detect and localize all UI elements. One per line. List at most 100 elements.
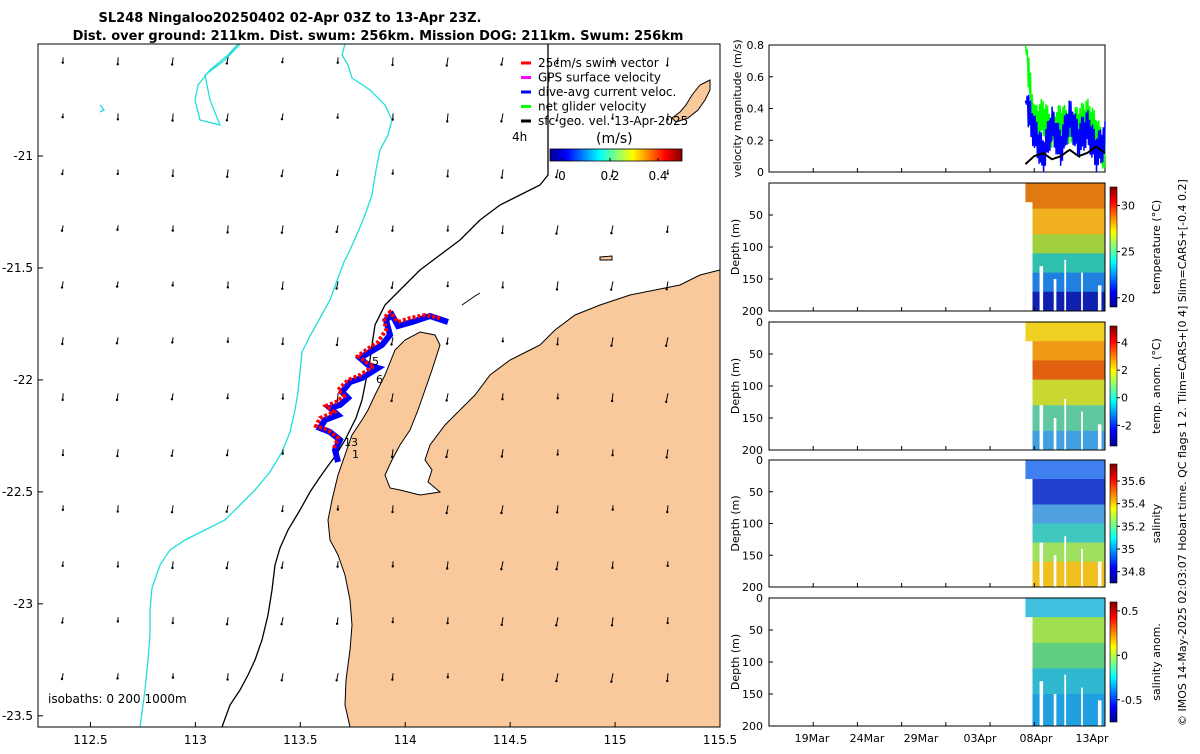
velocity-arrow-head — [282, 397, 284, 399]
velocity-arrow-head — [171, 341, 173, 343]
colorbar-tick-label: 0.2 — [600, 169, 619, 183]
heatmap-colorbar-label: 35.2 — [1121, 520, 1146, 533]
heatmap-band — [1025, 234, 1105, 241]
heatmap-y-tick-label: 100 — [742, 241, 763, 254]
velocity-arrow-head — [446, 120, 448, 122]
heatmap-gap — [1098, 424, 1102, 450]
velocity-arrow-head — [226, 454, 228, 456]
velocity-arrow-head — [501, 455, 503, 457]
heatmap-gap — [1081, 688, 1083, 726]
velocity-arrow-head — [171, 455, 173, 457]
heatmap-band — [1025, 367, 1105, 374]
heatmap-band — [1025, 485, 1105, 492]
heatmap-band — [1025, 662, 1105, 669]
heatmap-band — [1025, 241, 1105, 248]
velocity-arrow-head — [61, 230, 63, 232]
legend-label: sfc geo. vel. 13-Apr-2025 — [538, 114, 688, 128]
heatmap-gap — [1040, 543, 1044, 587]
interval-label: 4h — [512, 130, 527, 144]
map-y-ticks: -21-21.5-22-22.5-23-23.5 — [2, 149, 43, 723]
velocity-arrow — [667, 57, 668, 65]
velocity-arrow-head — [335, 287, 337, 289]
heatmap-y-tick-label: 0 — [756, 316, 763, 329]
velocity-axes-box — [769, 45, 1105, 172]
heatmap-band — [1025, 598, 1105, 605]
heatmap-band — [1025, 189, 1105, 196]
heatmap-band — [1025, 348, 1105, 355]
velocity-arrow-head — [610, 680, 612, 682]
velocity-arrow-head — [280, 623, 282, 625]
legend-label: dive-avg current veloc. — [538, 85, 676, 99]
velocity-arrow-head — [391, 64, 393, 66]
heatmap-band — [1025, 209, 1105, 216]
velocity-arrow — [502, 169, 503, 177]
velocity-arrow-head — [390, 400, 392, 402]
heatmap-y-tick-label: 100 — [742, 518, 763, 531]
heatmap-band — [1025, 649, 1105, 656]
map-x-tick-label: 114.5 — [493, 733, 527, 747]
heatmap-gap — [1064, 399, 1066, 450]
heatmap-gap — [1064, 675, 1066, 726]
heatmap-band — [1025, 335, 1105, 342]
heatmap-y-label: Depth (m) — [729, 634, 742, 690]
heatmap-colorbar-label: 20 — [1121, 292, 1135, 305]
velocity-arrow-head — [116, 285, 118, 287]
isobath-1000m-north — [100, 105, 104, 112]
velocity-arrow-head — [500, 512, 502, 514]
time-tick-label: 24Mar — [850, 732, 885, 745]
heatmap-band — [1025, 354, 1105, 361]
velocity-arrow-head — [391, 678, 393, 680]
heatmap-y-tick-label: 50 — [749, 348, 763, 361]
velocity-arrow-head — [227, 341, 229, 343]
heatmap-y-tick-label: 50 — [749, 486, 763, 499]
heatmap-gap — [1098, 562, 1102, 587]
heatmap-band — [1025, 460, 1105, 467]
velocity-arrow-head — [501, 176, 503, 178]
heatmap-colorbar-label: 0 — [1121, 392, 1128, 405]
velocity-arrow-head — [557, 397, 559, 399]
map-x-tick-label: 113.5 — [283, 733, 317, 747]
heatmap-y-tick-label: 150 — [742, 412, 763, 425]
velocity-arrow-head — [61, 621, 63, 623]
velocity-arrow-head — [666, 680, 668, 682]
heatmap-band — [1025, 636, 1105, 643]
velocity-arrow-head — [61, 116, 63, 118]
velocity-arrow-head — [226, 567, 228, 569]
velocity-arrow-head — [117, 63, 119, 65]
velocity-arrow-head — [555, 176, 557, 178]
velocity-arrow — [556, 225, 558, 233]
velocity-arrow-head — [171, 511, 173, 513]
heatmap-y-label: Depth (m) — [729, 495, 742, 551]
heatmap-y-tick-label: 150 — [742, 549, 763, 562]
velocity-arrow-head — [61, 343, 63, 345]
velocity-arrow-head — [117, 118, 119, 120]
velocity-arrow-head — [116, 342, 118, 344]
velocity-arrow-head — [610, 345, 612, 347]
heatmap-gap — [1040, 681, 1044, 726]
velocity-arrow-head — [281, 118, 283, 120]
heatmap-y-tick-label: 200 — [742, 720, 763, 733]
heatmap-band — [1025, 668, 1105, 675]
velocity-arrow-head — [446, 342, 448, 344]
heatmap-colorbar-title: salinity anom. — [1150, 623, 1163, 701]
velocity-arrow-head — [665, 288, 667, 290]
heatmap-colorbar-label: 30 — [1121, 199, 1135, 212]
velocity-arrow-head — [226, 678, 228, 680]
heatmap-band — [1025, 247, 1105, 254]
velocity-arrow-head — [391, 287, 393, 289]
heatmap-gap — [1098, 700, 1102, 726]
velocity-arrow-head — [392, 565, 394, 567]
colorbar-tick-label: 0.4 — [648, 169, 667, 183]
velocity-y-tick-label: 0 — [757, 166, 764, 179]
heatmap-colorbar — [1110, 326, 1117, 446]
velocity-arrow-head — [666, 231, 668, 233]
velocity-arrow-head — [171, 119, 173, 121]
heatmap-colorbar-label: -0.5 — [1121, 694, 1142, 707]
velocity-arrow-head — [666, 511, 668, 513]
velocity-arrow-head — [337, 62, 339, 64]
velocity-y-tick-label: 0.8 — [747, 39, 765, 52]
colorbar-tick-label: 0 — [558, 169, 566, 183]
velocity-arrow-head — [117, 510, 119, 512]
heatmap-gap — [1081, 549, 1083, 587]
